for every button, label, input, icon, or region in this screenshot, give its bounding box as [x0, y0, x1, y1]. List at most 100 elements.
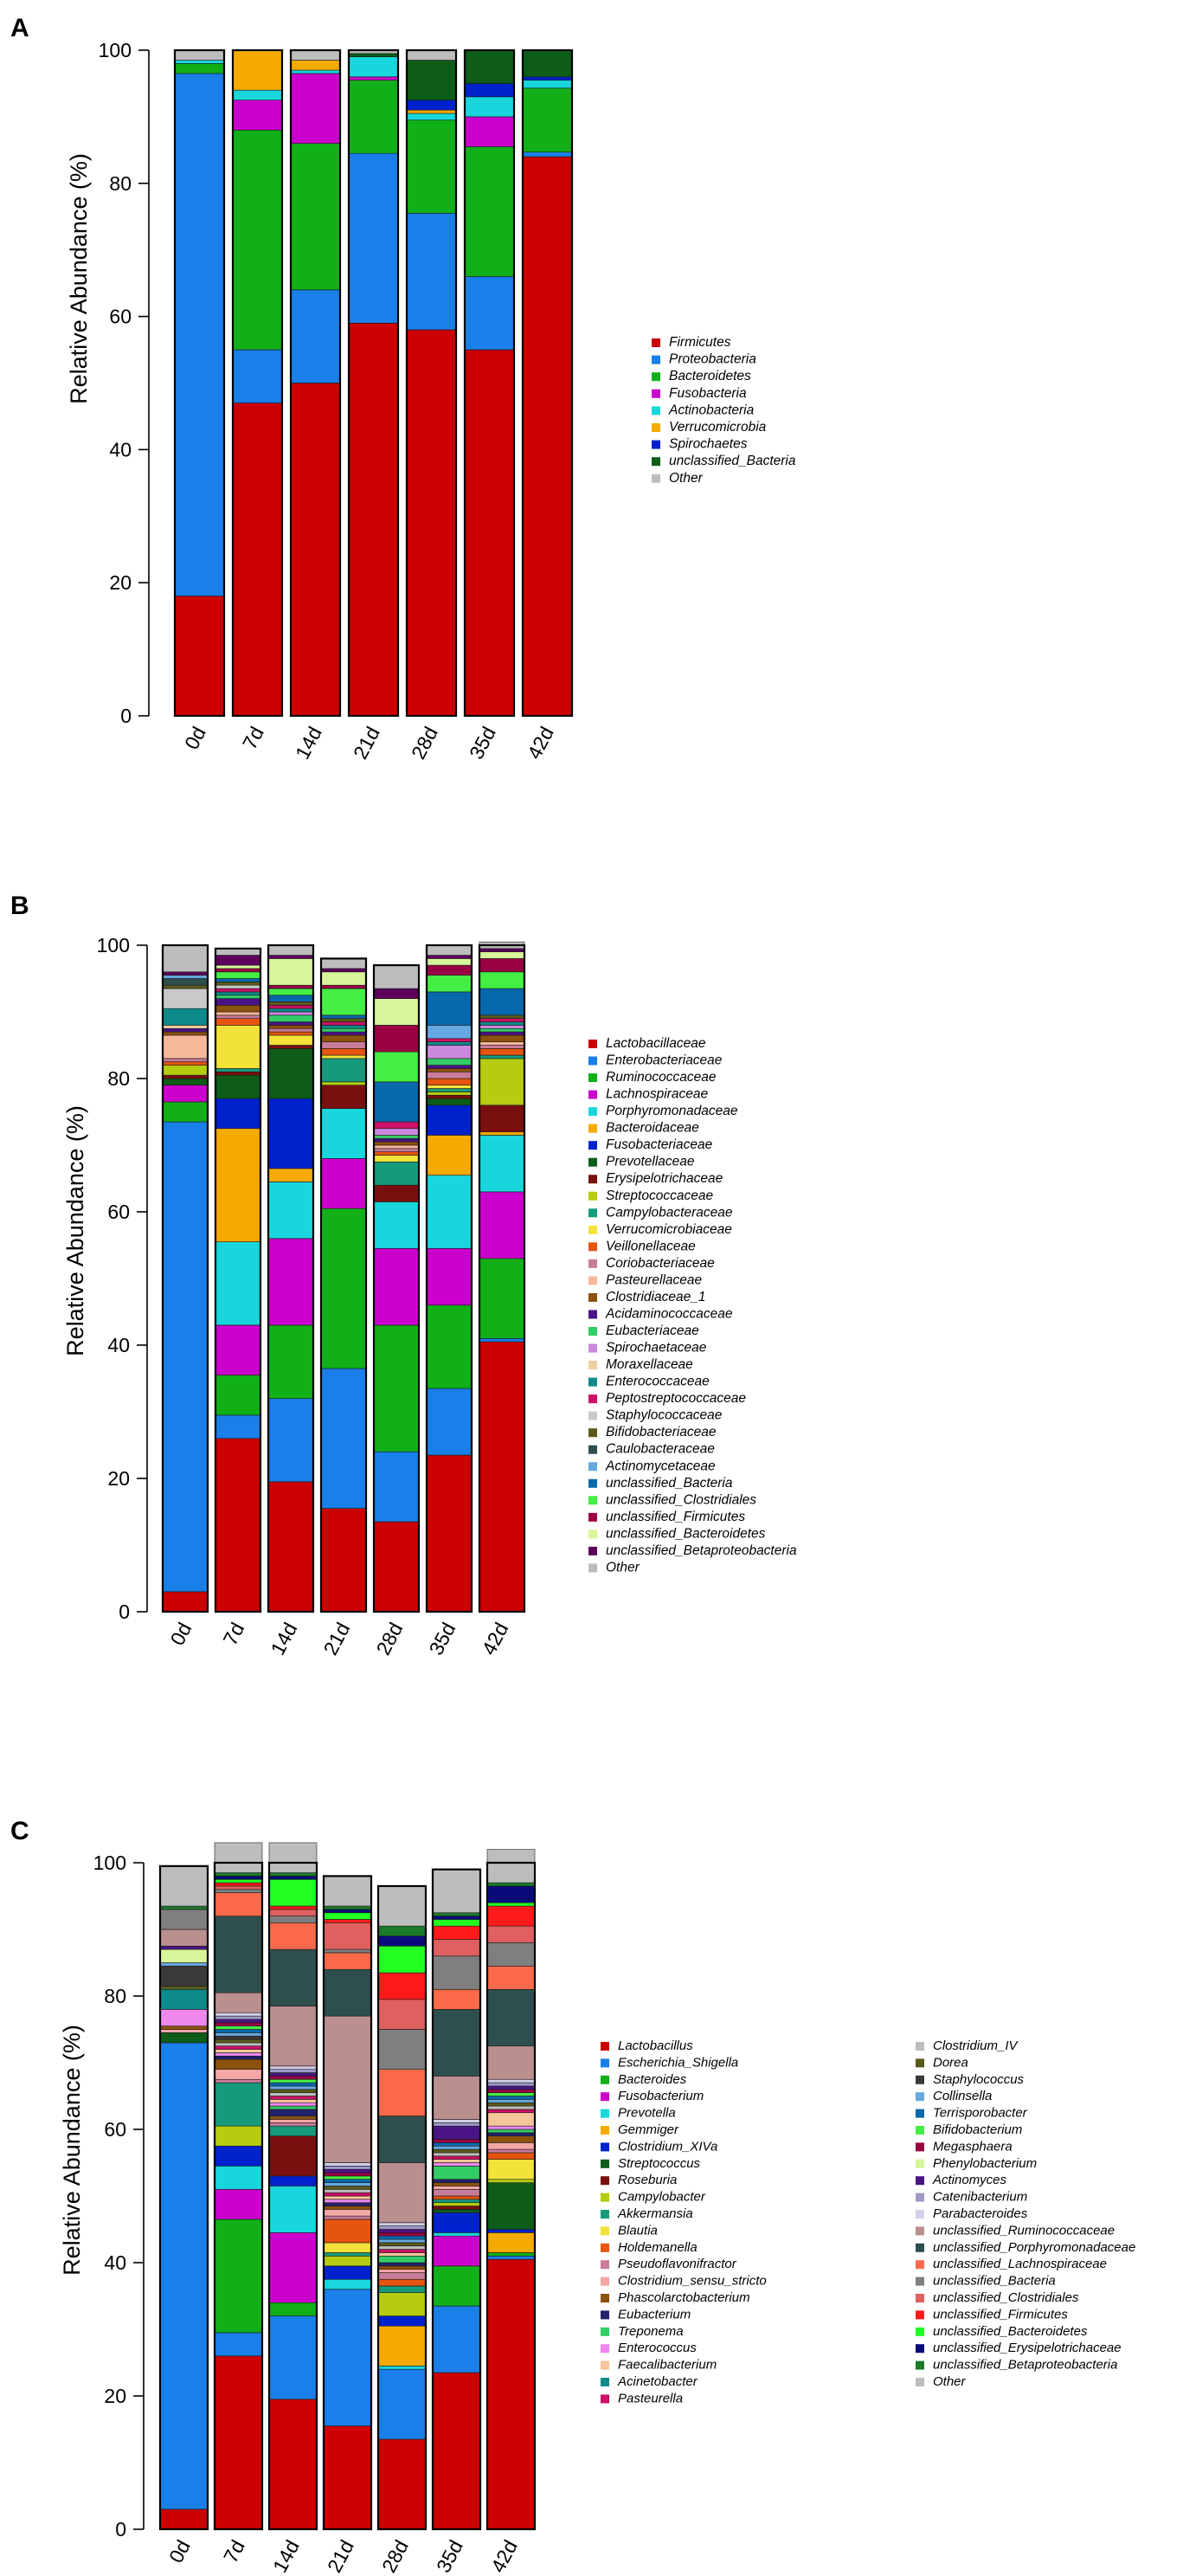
panel-c-bar-outline	[158, 1864, 209, 2531]
panel-b-legend-label: Pasteurellaceae	[606, 1272, 703, 1287]
panel-b-segment-unclassified-clostridiales-35d	[426, 975, 473, 993]
panel-c-legend-item: Catenibacterium	[916, 2190, 1027, 2205]
panel-b-segment-campylobacteraceae-21d	[320, 1058, 367, 1083]
panel-b-segment-acidaminococcaceae-35d	[426, 1065, 473, 1069]
panel-c-legend-swatch	[916, 2310, 924, 2320]
panel-b-segment-unclassified-betaproteobacteria-21d	[320, 968, 367, 973]
panel-b-segment-prevotellaceae-14d	[267, 1048, 314, 1099]
panel-b-legend-item: Clostridiaceae_1	[588, 1290, 705, 1304]
panel-b-bar-outline	[372, 963, 421, 1613]
panel-a-segment-bacteroidetes-28d	[406, 119, 457, 214]
panel-b-legend-label: Porphyromonadaceae	[606, 1104, 738, 1118]
panel-c-segment-unclassified-bacteria-21d	[323, 1948, 372, 1954]
panel-c-segment-unclassified-bacteroidetes-21d	[323, 1912, 372, 1920]
panel-c-segment-actinomyces-35d	[432, 2125, 481, 2140]
panel-a-legend-label: Actinobacteria	[668, 402, 755, 417]
panel-b-legend-item: Other	[588, 1560, 640, 1575]
panel-c-bar-outline	[431, 1868, 482, 2531]
panel-c-legend-label: Gemmiger	[618, 2122, 679, 2137]
panel-c-segment-unclassified-bacteroidetes-14d	[268, 1878, 318, 1907]
panel-c-segment-unclassified-ruminococcaceae-28d	[377, 2162, 427, 2224]
panel-c-legend-item: Holdemanella	[601, 2240, 698, 2255]
panel-b-segment-enterococcaceae-7d	[215, 991, 261, 996]
panel-b-segment-pasteurellaceae-0d	[162, 1034, 209, 1059]
panel-c-legend-label: Pseudoflavonifractor	[618, 2257, 737, 2271]
panel-c-legend-label: Bifidobacterium	[933, 2122, 1022, 2137]
panel-c-legend-swatch	[601, 2310, 609, 2320]
panel-c-bar-35d	[431, 1868, 482, 2531]
panel-a-y-tick-label: 20	[109, 571, 132, 594]
panel-b-legend-swatch	[588, 1377, 597, 1387]
panel-b-legend-swatch	[588, 1056, 597, 1066]
panel-c-segment-akkermansia-14d	[268, 2125, 318, 2136]
panel-c-segment-clostridium-sensu-stricto-42d	[486, 2142, 536, 2150]
panel-b-segment-campylobacteraceae-28d	[373, 1161, 420, 1186]
panel-b-segment-veillonellaceae-21d	[320, 1048, 367, 1056]
panel-b-segment-unclassified-bacteroidetes-14d	[267, 958, 314, 986]
panel-c-legend-swatch	[916, 2378, 924, 2386]
panel-c-legend-swatch	[916, 2360, 924, 2370]
panel-b-legend-swatch	[588, 1512, 597, 1522]
panel-b-segment-clostridiaceae-1-28d	[373, 1141, 420, 1146]
panel-c-segment-terrisporobacter-28d	[377, 2235, 427, 2240]
panel-b-segment-erysipelotrichaceae-0d	[162, 1074, 209, 1079]
panel-c-legend-label: Phascolarctobacterium	[618, 2290, 750, 2305]
panel-b-legend-label: Coriobacteriaceae	[606, 1256, 715, 1271]
panel-c-legend-label: unclassified_Ruminococcaceae	[933, 2223, 1115, 2238]
panel-c-segment-unclassified-erysipelotrichaceae-35d	[432, 1916, 481, 1920]
panel-c-segment-catenibacterium-28d	[377, 2225, 427, 2230]
panel-c-segment-other-42d	[486, 1849, 536, 1884]
panel-b-segment-acidaminococcaceae-28d	[373, 1138, 420, 1143]
panel-c-segment-clostridium-sensu-stricto-14d	[268, 2119, 318, 2123]
panel-c-segment-catenibacterium-35d	[432, 2122, 481, 2127]
panel-c-legend-label: Clostridium_XIVa	[618, 2139, 717, 2154]
panel-b-bar-21d	[319, 957, 368, 1613]
panel-c-legend-label: Lactobacillus	[618, 2038, 693, 2053]
panel-a-bar-42d	[521, 48, 574, 718]
panel-c-segment-akkermansia-35d	[432, 2199, 481, 2204]
panel-c-legend-swatch	[601, 2159, 609, 2168]
panel-a-legend-swatch	[652, 473, 660, 483]
panel-c-legend-label: unclassified_Lachnospiraceae	[933, 2257, 1107, 2271]
panel-c-segment-parabacteroides-42d	[486, 2078, 536, 2083]
panel-a-y-axis-title: Relative Abundance (%)	[66, 153, 92, 404]
panel-a-legend-swatch	[652, 440, 660, 449]
panel-a-segment-firmicutes-28d	[406, 329, 457, 717]
panel-c-segment-collinsella-21d	[323, 2182, 372, 2186]
panel-c-segment-megasphaera-14d	[268, 2076, 318, 2080]
panel-c-segment-other-35d	[432, 1869, 481, 1914]
panel-b-legend-swatch	[588, 1073, 597, 1083]
panel-b-segment-eubacteriaceae-21d	[320, 1027, 367, 1033]
panel-b-bar-14d	[267, 943, 315, 1613]
panel-b-segment-veillonellaceae-42d	[479, 1048, 525, 1056]
panel-c-legend-item: unclassified_Clostridiales	[916, 2290, 1079, 2305]
panel-b-segment-prevotellaceae-35d	[426, 1098, 473, 1106]
panel-a-bar-outline	[231, 48, 284, 718]
panel-c-segment-pasteurella-42d	[486, 2109, 536, 2114]
panel-c-segment-clostridium-xiva-14d	[268, 2175, 318, 2186]
panel-c-segment-unclassified-clostridiales-21d	[323, 1922, 372, 1950]
panel-c-segment-terrisporobacter-7d	[214, 2029, 263, 2033]
panel-b-legend-swatch	[588, 1563, 597, 1573]
panel-b-segment-other-35d	[426, 944, 473, 956]
panel-c-segment-unclassified-ruminococcaceae-7d	[214, 1992, 263, 2013]
panel-c-segment-prevotella-35d	[432, 2232, 481, 2237]
panel-c-segment-phascolarctobacterium-0d	[159, 2025, 209, 2030]
panel-c-segment-terrisporobacter-21d	[323, 2179, 372, 2183]
panel-b-legend-swatch	[588, 1361, 597, 1370]
panel-c-segment-clostridium-iv-42d	[486, 2105, 536, 2110]
panel-c-legend-swatch	[916, 2075, 924, 2084]
panel-c-bar-outline	[267, 1861, 318, 2531]
panel-b-legend-item: Campylobacteraceae	[588, 1205, 733, 1220]
panel-c-legend-label: Acinetobacter	[617, 2374, 698, 2389]
panel-c-segment-phascolarctobacterium-7d	[214, 2058, 263, 2070]
panel-a-segment-proteobacteria-35d	[464, 276, 515, 351]
panel-c-legend-swatch	[601, 2394, 609, 2404]
panel-b-segment-spirochaetaceae-14d	[267, 1011, 314, 1016]
panel-c-legend-swatch	[601, 2075, 609, 2084]
panel-c-segment-gemmiger-28d	[377, 2325, 427, 2367]
panel-c-segment-dorea-7d	[214, 2038, 263, 2044]
panel-b-bar-outline	[478, 943, 526, 1613]
panel-c-legend-swatch	[916, 2176, 924, 2186]
panel-b-segment-porphyromonadaceae-35d	[426, 1175, 473, 1249]
